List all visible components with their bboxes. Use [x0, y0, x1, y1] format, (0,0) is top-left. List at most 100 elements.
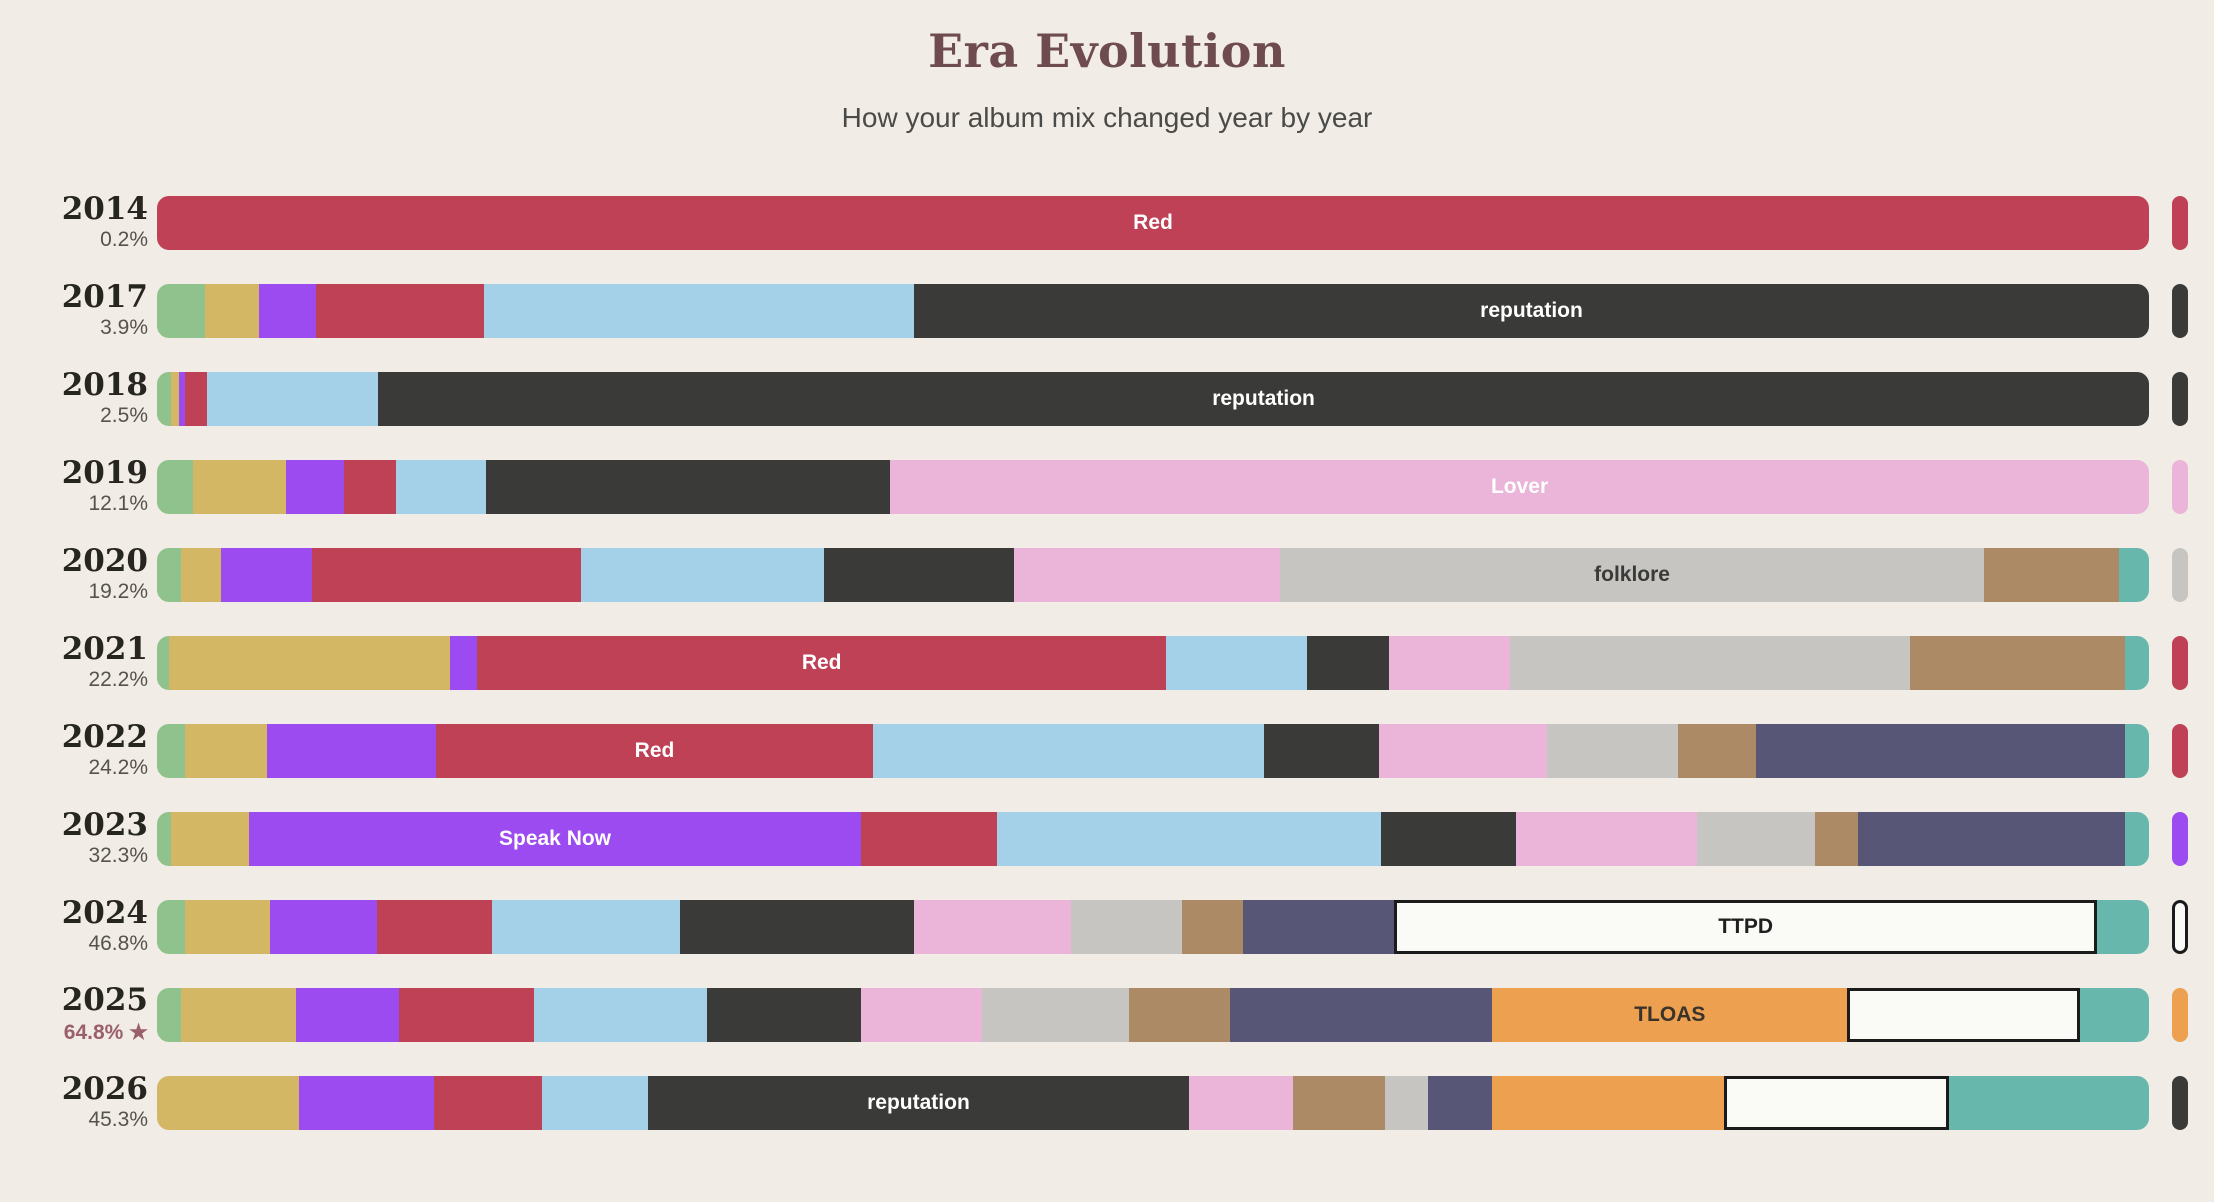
bar-segment-lover[interactable]: Lover — [890, 460, 2149, 514]
bar-segment-speak_now[interactable] — [220, 548, 313, 602]
bar-segment-sky[interactable] — [533, 988, 707, 1042]
bar-segment-lover[interactable] — [1188, 1076, 1293, 1130]
bar-segment-green[interactable] — [157, 548, 181, 602]
top-album-pill[interactable] — [2172, 196, 2188, 250]
bar-segment-tloas[interactable]: TLOAS — [1492, 988, 1848, 1042]
bar-segment-red[interactable]: Red — [436, 724, 873, 778]
bar-segment-tan[interactable] — [1910, 636, 2126, 690]
bar-segment-red[interactable] — [344, 460, 397, 514]
bar-segment-sky[interactable] — [206, 372, 379, 426]
bar-segment-red[interactable] — [316, 284, 484, 338]
bar-segment-lover[interactable] — [861, 988, 983, 1042]
bar-segment-reputation[interactable] — [824, 548, 1014, 602]
bar-segment-gold[interactable] — [204, 284, 259, 338]
bar-segment-gold[interactable] — [184, 724, 267, 778]
bar-segment-teal[interactable] — [1949, 1076, 2149, 1130]
bar-segment-teal[interactable] — [2079, 988, 2149, 1042]
bar-segment-tan[interactable] — [1814, 812, 1859, 866]
bar-segment-green[interactable] — [157, 724, 185, 778]
top-album-pill[interactable] — [2172, 1076, 2188, 1130]
bar-segment-slate[interactable] — [1428, 1076, 1493, 1130]
bar-segment-speak_now[interactable] — [266, 724, 437, 778]
bar-segment-reputation[interactable]: reputation — [378, 372, 2149, 426]
bar-segment-ttpd[interactable]: TTPD — [1393, 900, 2098, 954]
bar-segment-gold[interactable] — [170, 812, 249, 866]
bar-segment-sky[interactable] — [542, 1076, 649, 1130]
bar-segment-slate[interactable] — [1230, 988, 1493, 1042]
bar-segment-lover[interactable] — [914, 900, 1071, 954]
bar-segment-folklore[interactable] — [982, 988, 1130, 1042]
bar-segment-green[interactable] — [157, 988, 181, 1042]
bar-segment-speak_now[interactable] — [449, 636, 478, 690]
bar-segment-tan[interactable] — [1678, 724, 1757, 778]
top-album-pill[interactable] — [2172, 460, 2188, 514]
bar-segment-tan[interactable] — [1292, 1076, 1385, 1130]
bar-segment-green[interactable] — [157, 460, 193, 514]
bar-segment-reputation[interactable] — [485, 460, 891, 514]
bar-segment-sky[interactable] — [483, 284, 914, 338]
bar-segment-speak_now[interactable] — [298, 1076, 435, 1130]
bar-segment-sky[interactable] — [872, 724, 1264, 778]
top-album-pill[interactable] — [2172, 988, 2188, 1042]
bar-segment-folklore[interactable] — [1697, 812, 1815, 866]
top-album-pill[interactable] — [2172, 548, 2188, 602]
bar-segment-sky[interactable] — [1165, 636, 1308, 690]
bar-segment-teal[interactable] — [2125, 636, 2149, 690]
bar-segment-reputation[interactable] — [1263, 724, 1380, 778]
bar-segment-green[interactable] — [157, 812, 171, 866]
bar-segment-folklore[interactable] — [1070, 900, 1182, 954]
bar-segment-gold[interactable] — [157, 1076, 299, 1130]
bar-segment-teal[interactable] — [2097, 900, 2149, 954]
bar-segment-red[interactable] — [861, 812, 997, 866]
top-album-pill[interactable] — [2172, 372, 2188, 426]
bar-segment-lover[interactable] — [1013, 548, 1281, 602]
bar-segment-red[interactable] — [184, 372, 207, 426]
bar-segment-teal[interactable] — [2119, 548, 2149, 602]
bar-segment-folklore[interactable] — [1546, 724, 1679, 778]
bar-segment-red[interactable] — [377, 900, 492, 954]
bar-segment-tan[interactable] — [1129, 988, 1231, 1042]
bar-segment-lover[interactable] — [1516, 812, 1698, 866]
top-album-pill[interactable] — [2172, 636, 2188, 690]
bar-segment-gold[interactable] — [180, 548, 221, 602]
bar-segment-tan[interactable] — [1983, 548, 2120, 602]
bar-segment-gold[interactable] — [192, 460, 287, 514]
top-album-pill[interactable] — [2172, 900, 2188, 954]
bar-segment-folklore[interactable] — [1384, 1076, 1429, 1130]
bar-segment-speak_now[interactable]: Speak Now — [248, 812, 862, 866]
bar-segment-teal[interactable] — [2125, 724, 2149, 778]
bar-segment-slate[interactable] — [1858, 812, 2126, 866]
bar-segment-reputation[interactable] — [1307, 636, 1389, 690]
bar-segment-reputation[interactable]: reputation — [913, 284, 2149, 338]
bar-segment-red[interactable] — [434, 1076, 543, 1130]
bar-segment-gold[interactable] — [184, 900, 270, 954]
bar-segment-lover[interactable] — [1379, 724, 1547, 778]
top-album-pill[interactable] — [2172, 284, 2188, 338]
bar-segment-sky[interactable] — [491, 900, 681, 954]
bar-segment-gold[interactable] — [168, 636, 450, 690]
top-album-pill[interactable] — [2172, 812, 2188, 866]
bar-segment-green[interactable] — [157, 372, 171, 426]
top-album-pill[interactable] — [2172, 724, 2188, 778]
bar-segment-green[interactable] — [157, 284, 205, 338]
bar-segment-green[interactable] — [157, 900, 185, 954]
bar-segment-reputation[interactable]: reputation — [648, 1076, 1189, 1130]
bar-segment-slate[interactable] — [1756, 724, 2126, 778]
bar-segment-speak_now[interactable] — [178, 372, 185, 426]
bar-segment-red[interactable]: Red — [477, 636, 1166, 690]
bar-segment-green[interactable] — [157, 636, 169, 690]
bar-segment-speak_now[interactable] — [269, 900, 378, 954]
bar-segment-folklore[interactable]: folklore — [1280, 548, 1984, 602]
bar-segment-red[interactable] — [312, 548, 582, 602]
bar-segment-ttpd[interactable] — [1723, 1076, 1950, 1130]
bar-segment-tloas[interactable] — [1492, 1076, 1724, 1130]
bar-segment-sky[interactable] — [996, 812, 1381, 866]
bar-segment-ttpd[interactable] — [1847, 988, 2080, 1042]
bar-segment-tan[interactable] — [1181, 900, 1244, 954]
bar-segment-speak_now[interactable] — [295, 988, 400, 1042]
bar-segment-reputation[interactable] — [680, 900, 915, 954]
bar-segment-gold[interactable] — [170, 372, 179, 426]
bar-segment-gold[interactable] — [180, 988, 296, 1042]
bar-segment-sky[interactable] — [396, 460, 486, 514]
bar-segment-speak_now[interactable] — [286, 460, 345, 514]
